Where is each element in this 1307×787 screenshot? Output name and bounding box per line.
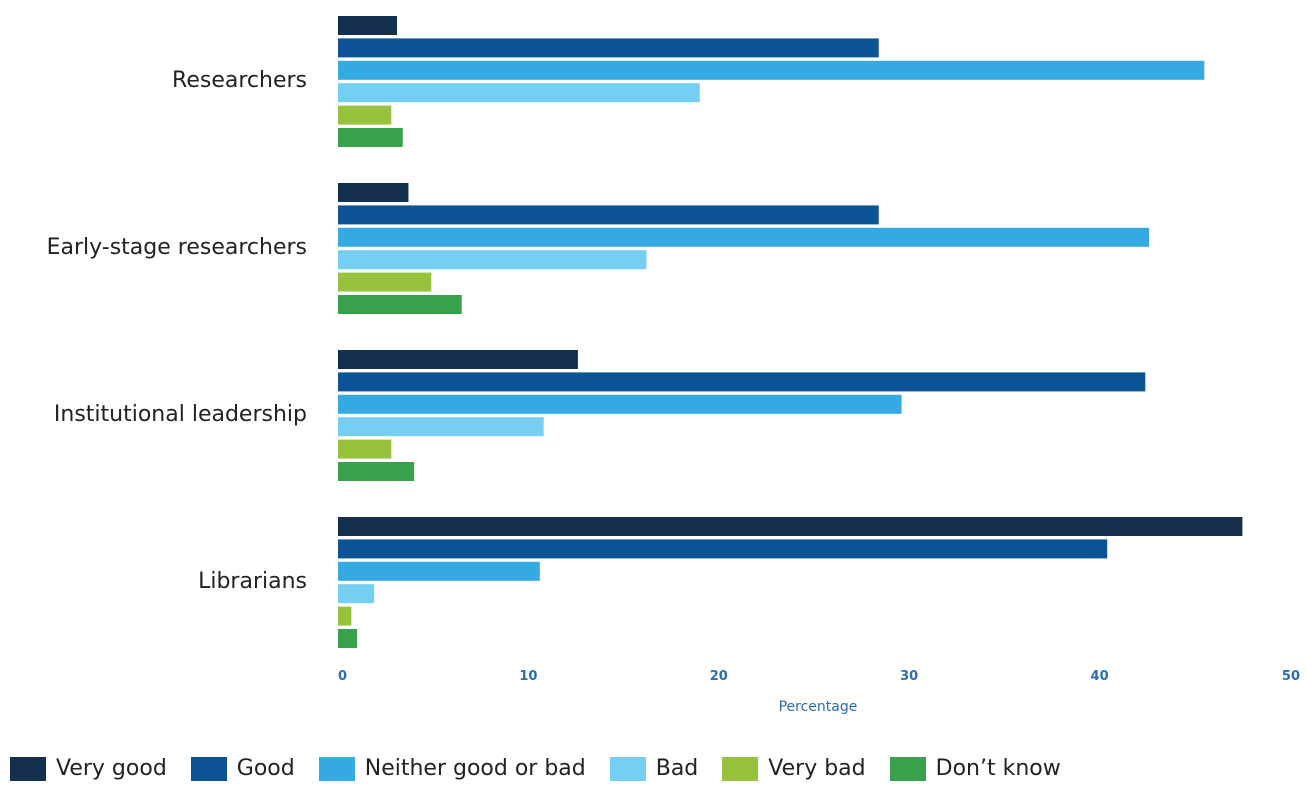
- bar: [338, 606, 352, 626]
- category-label: Researchers: [172, 68, 307, 93]
- bar: [338, 372, 1146, 392]
- category-labels: Researchers Early-stage researchers Instit…: [47, 68, 307, 594]
- legend: Very good Good Neither good or bad Bad Very …: [10, 756, 1085, 781]
- legend-item: Don’t know: [889, 756, 1061, 781]
- legend-swatch: [10, 756, 46, 781]
- bar: [338, 272, 432, 292]
- legend-swatch: [889, 756, 926, 781]
- x-tick-label: 20: [710, 669, 728, 684]
- bar: [338, 60, 1205, 80]
- bar: [338, 227, 1150, 247]
- bar: [338, 539, 1108, 559]
- legend-item: Very good: [10, 756, 167, 781]
- bar: [338, 205, 879, 225]
- legend-item: Bad: [609, 756, 699, 781]
- bar: [338, 561, 540, 581]
- legend-item: Good: [190, 756, 295, 781]
- legend-label: Neither good or bad: [364, 756, 586, 781]
- x-tick-label: 50: [1282, 669, 1300, 684]
- bar: [338, 462, 415, 481]
- legend-item: Very bad: [722, 756, 866, 781]
- bar-chart: Researchers Early-stage researchers Instit…: [47, 16, 1300, 715]
- bar: [338, 128, 403, 147]
- legend-swatch: [318, 756, 355, 781]
- x-tick-label: 0: [338, 669, 347, 684]
- category-label: Librarians: [198, 569, 307, 594]
- bar: [338, 250, 647, 270]
- x-tick-label: 10: [519, 669, 537, 684]
- legend-label: Bad: [655, 756, 699, 781]
- legend-swatch: [722, 756, 759, 781]
- bar: [338, 350, 578, 369]
- x-axis-title: Percentage: [779, 699, 858, 715]
- x-tick-label: 40: [1091, 669, 1109, 684]
- legend-swatch: [190, 756, 227, 781]
- bar: [338, 16, 398, 35]
- legend-label: Good: [236, 756, 295, 781]
- legend-item: Neither good or bad: [318, 756, 586, 781]
- bar: [338, 394, 902, 414]
- bar: [338, 629, 358, 648]
- bar: [338, 83, 700, 103]
- bars-group: [338, 16, 1243, 648]
- legend-swatch: [609, 756, 646, 781]
- legend-label: Very good: [56, 756, 167, 781]
- bar: [338, 105, 392, 125]
- bar: [338, 295, 462, 314]
- x-tick-label: 30: [900, 669, 918, 684]
- category-label: Early-stage researchers: [47, 235, 307, 260]
- category-label: Institutional leadership: [54, 402, 307, 427]
- bar: [338, 38, 879, 58]
- bar: [338, 439, 392, 459]
- bar: [338, 584, 375, 604]
- legend-label: Very bad: [768, 756, 866, 781]
- x-axis-ticks: 0 10 20 30 40 50: [338, 669, 1300, 684]
- legend-label: Don’t know: [935, 756, 1061, 781]
- bar: [338, 417, 544, 437]
- bar: [338, 183, 409, 202]
- bar: [338, 517, 1243, 536]
